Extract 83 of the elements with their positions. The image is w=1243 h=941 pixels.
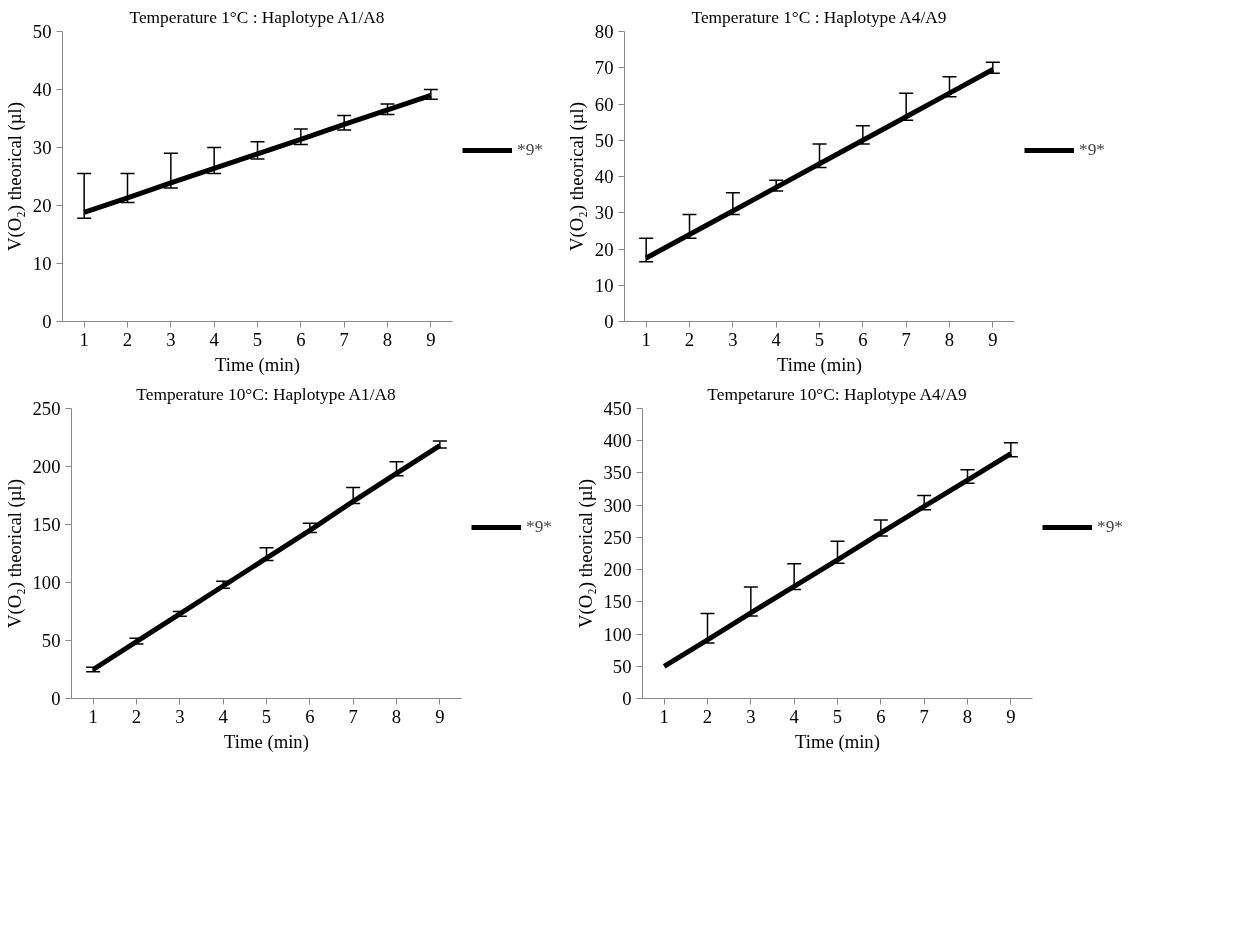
x-tick-label: 6 [305, 705, 315, 727]
y-tick-label: 300 [603, 494, 632, 516]
x-tick-label: 1 [659, 705, 669, 727]
x-tick-label: 6 [858, 328, 868, 350]
x-axis-title: Time (min) [795, 730, 880, 753]
y-tick-label: 20 [32, 195, 52, 216]
x-tick-label: 9 [988, 328, 998, 350]
x-tick-label: 1 [88, 705, 98, 727]
x-tick-label: 4 [218, 705, 229, 727]
y-tick-label: 250 [32, 398, 61, 419]
x-tick-label: 9 [1006, 705, 1016, 727]
chart-title: Temperature 10°C: Haplotype A1/A8 [136, 384, 396, 404]
y-tick-label: 0 [42, 311, 52, 332]
x-tick-label: 5 [814, 328, 825, 350]
y-tick-label: 50 [612, 655, 632, 677]
x-tick-label: 5 [261, 705, 272, 727]
legend-label: *9* [1079, 139, 1105, 160]
y-tick-label: 350 [603, 462, 632, 484]
legend-label: *9* [1097, 516, 1123, 537]
y-tick-label: 10 [594, 274, 614, 296]
x-tick-label: 9 [435, 705, 445, 727]
y-tick-label: 450 [603, 398, 632, 419]
x-tick-label: 2 [122, 328, 133, 350]
x-tick-label: 4 [771, 328, 782, 350]
y-tick-label: 100 [603, 623, 632, 645]
y-tick-label: 100 [32, 572, 61, 593]
y-tick-label: 50 [32, 21, 52, 42]
x-tick-label: 8 [391, 705, 402, 727]
x-tick-label: 8 [382, 328, 393, 350]
y-tick-label: 30 [594, 202, 614, 224]
chart-title: Temperature 1°C : Haplotype A4/A9 [691, 7, 947, 27]
y-tick-label: 250 [603, 526, 632, 548]
x-tick-label: 7 [348, 705, 358, 727]
x-tick-label: 3 [166, 328, 176, 350]
x-axis-title: Time (min) [215, 353, 300, 376]
y-tick-label: 200 [603, 559, 632, 581]
y-tick-label: 200 [32, 456, 61, 477]
x-tick-label: 7 [919, 705, 929, 727]
legend-label: *9* [517, 139, 543, 160]
y-axis-title: V(O₂) theorical (µl) [3, 102, 26, 251]
x-tick-label: 6 [876, 705, 886, 727]
y-tick-label: 30 [32, 137, 52, 158]
x-axis-title: Time (min) [224, 730, 309, 753]
x-tick-label: 9 [426, 328, 436, 350]
x-tick-label: 2 [702, 705, 713, 727]
y-tick-label: 400 [603, 430, 632, 452]
y-tick-label: 0 [604, 311, 614, 332]
x-tick-label: 7 [339, 328, 349, 350]
y-axis-title: V(O₂) theorical (µl) [3, 479, 26, 628]
x-tick-label: 8 [962, 705, 973, 727]
y-tick-label: 0 [51, 688, 61, 709]
x-tick-label: 4 [789, 705, 800, 727]
y-tick-label: 50 [41, 630, 61, 651]
x-tick-label: 4 [209, 328, 220, 350]
x-tick-label: 3 [175, 705, 185, 727]
x-tick-label: 5 [832, 705, 843, 727]
x-tick-label: 2 [684, 328, 695, 350]
legend-label: *9* [526, 516, 552, 537]
x-axis-title: Time (min) [777, 353, 862, 376]
y-tick-label: 60 [594, 93, 614, 115]
y-tick-label: 20 [594, 238, 614, 260]
y-axis-title: V(O₂) theorical (µl) [574, 479, 597, 628]
y-tick-label: 40 [32, 79, 52, 100]
x-tick-label: 5 [252, 328, 263, 350]
x-tick-label: 1 [79, 328, 89, 350]
y-tick-label: 10 [32, 253, 52, 274]
chart-title: Temperature 1°C : Haplotype A1/A8 [129, 7, 385, 27]
x-tick-label: 3 [746, 705, 756, 727]
y-tick-label: 150 [32, 514, 61, 535]
x-tick-label: 1 [641, 328, 651, 350]
y-tick-label: 150 [603, 591, 632, 613]
chart-title: Tempetarure 10°C: Haplotype A4/A9 [707, 384, 967, 404]
x-tick-label: 7 [901, 328, 911, 350]
x-tick-label: 3 [728, 328, 738, 350]
y-tick-label: 80 [594, 21, 614, 42]
y-tick-label: 0 [622, 688, 632, 709]
y-tick-label: 50 [594, 129, 614, 151]
x-tick-label: 2 [131, 705, 142, 727]
y-tick-label: 40 [594, 166, 614, 187]
x-tick-label: 6 [296, 328, 306, 350]
y-axis-title: V(O₂) theorical (µl) [565, 102, 588, 251]
y-tick-label: 70 [594, 57, 614, 79]
x-tick-label: 8 [944, 328, 955, 350]
